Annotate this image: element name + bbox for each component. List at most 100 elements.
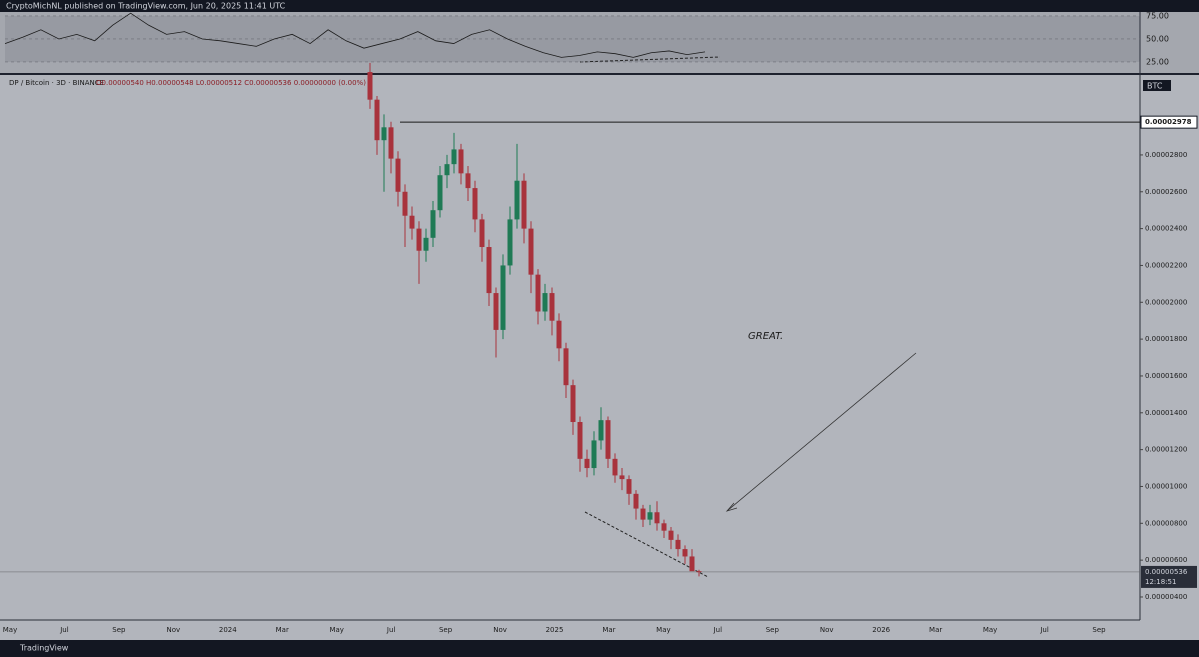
- x-tick-label: Sep: [1092, 626, 1106, 634]
- countdown: 12:18:51: [1145, 578, 1176, 586]
- trendline: [584, 511, 709, 578]
- y-tick-label: 0.00001800: [1145, 335, 1187, 343]
- candle-body: [465, 173, 471, 189]
- y-tick-label: 0.00002800: [1145, 151, 1187, 159]
- last-price-badge: [1141, 565, 1197, 588]
- candle-body: [598, 420, 604, 441]
- last-price-label: 0.00000536: [1145, 568, 1188, 576]
- x-tick-label: Sep: [439, 626, 453, 634]
- x-tick-label: Mar: [602, 626, 615, 634]
- candle-body: [479, 219, 485, 248]
- candle-body: [626, 479, 632, 494]
- y-tick-label: 0.00002000: [1145, 298, 1187, 306]
- candle-body: [689, 556, 695, 572]
- candle-body: [367, 72, 373, 100]
- rsi-band: [5, 16, 1140, 62]
- x-tick-label: May: [983, 626, 997, 634]
- candle-body: [514, 180, 520, 220]
- candle-body: [451, 149, 457, 165]
- x-tick-label: Sep: [112, 626, 126, 634]
- rsi-trendline: [579, 56, 721, 63]
- candle-body: [521, 180, 527, 229]
- candle-body: [381, 127, 387, 141]
- x-tick-label: Nov: [167, 626, 181, 634]
- candle-body: [640, 508, 646, 520]
- candle-body: [584, 458, 590, 469]
- candle-body: [395, 158, 401, 192]
- candle-body: [612, 458, 618, 476]
- candle-body: [591, 440, 597, 469]
- candle-body: [654, 512, 660, 524]
- arrow-head: [725, 502, 738, 512]
- currency: BTC: [1147, 82, 1163, 91]
- candle-body: [402, 191, 408, 216]
- candle-body: [416, 228, 422, 251]
- candle-body: [535, 274, 541, 312]
- candle-body: [500, 265, 506, 330]
- candle-body: [675, 539, 681, 550]
- candle-body: [458, 149, 464, 174]
- arrow: [726, 352, 917, 512]
- candle-body: [605, 420, 611, 459]
- candle-body: [633, 493, 639, 509]
- candle-body: [549, 293, 555, 321]
- candle-body: [647, 512, 653, 520]
- x-tick-label: Jul: [386, 626, 396, 634]
- x-tick-label: May: [656, 626, 670, 634]
- x-tick-label: 2026: [872, 626, 890, 634]
- x-tick-label: May: [3, 626, 17, 634]
- y-tick-label: 0.00000800: [1145, 519, 1187, 527]
- x-tick-label: Jul: [59, 626, 69, 634]
- ohlc: O0.00000540 H0.00000548 L0.00000512 C0.0…: [96, 79, 366, 87]
- y-tick-label: 0.00000600: [1145, 556, 1187, 564]
- y-tick-label: 0.00002600: [1145, 188, 1187, 196]
- price-pane: [0, 75, 1199, 640]
- footer-logo: TradingView: [19, 644, 69, 653]
- candle-body: [696, 571, 702, 573]
- x-tick-label: Jul: [1039, 626, 1049, 634]
- candle-body: [486, 247, 492, 294]
- candle-body: [437, 175, 443, 211]
- level-badge: [1140, 115, 1198, 129]
- level-label: 0.00002978: [1145, 118, 1192, 126]
- y-tick-label: 0.00001200: [1145, 446, 1187, 454]
- x-tick-label: 2025: [546, 626, 564, 634]
- x-tick-label: 2024: [219, 626, 237, 634]
- candle-body: [430, 210, 436, 238]
- candle-body: [472, 188, 478, 220]
- y-tick-label: 0.00000400: [1145, 593, 1187, 601]
- y-tick-label: 75.00: [1146, 11, 1169, 20]
- candle-body: [563, 348, 569, 386]
- candle-body: [556, 320, 562, 349]
- candle-body: [682, 549, 688, 557]
- rsi-line: [4, 12, 706, 58]
- candle-body: [542, 293, 548, 312]
- x-tick-label: Mar: [929, 626, 942, 634]
- candle-body: [528, 228, 534, 275]
- currency-badge: [1143, 80, 1171, 91]
- x-tick-label: May: [329, 626, 343, 634]
- symbol: DP / Bitcoin · 3D · BINANCE: [9, 79, 104, 87]
- candle-body: [388, 127, 394, 159]
- y-tick-label: 50.00: [1146, 34, 1169, 43]
- x-tick-label: Jul: [713, 626, 723, 634]
- y-tick-label: 0.00001600: [1145, 372, 1187, 380]
- x-tick-label: Nov: [493, 626, 507, 634]
- candle-body: [444, 164, 450, 176]
- x-tick-label: Mar: [276, 626, 289, 634]
- candle-body: [661, 523, 667, 531]
- y-tick-label: 0.00001000: [1145, 482, 1187, 490]
- candle-body: [570, 385, 576, 423]
- candle-body: [507, 219, 513, 266]
- y-tick-label: 0.00002200: [1145, 261, 1187, 269]
- candle-body: [374, 99, 380, 141]
- candle-body: [668, 530, 674, 540]
- candle-body: [409, 215, 415, 229]
- candle-body: [619, 475, 625, 480]
- candle-body: [493, 293, 499, 330]
- annotation: GREAT.: [748, 331, 783, 342]
- header: CryptoMichNL published on TradingView.co…: [6, 2, 286, 11]
- candle-body: [423, 237, 429, 251]
- x-tick-label: Nov: [820, 626, 834, 634]
